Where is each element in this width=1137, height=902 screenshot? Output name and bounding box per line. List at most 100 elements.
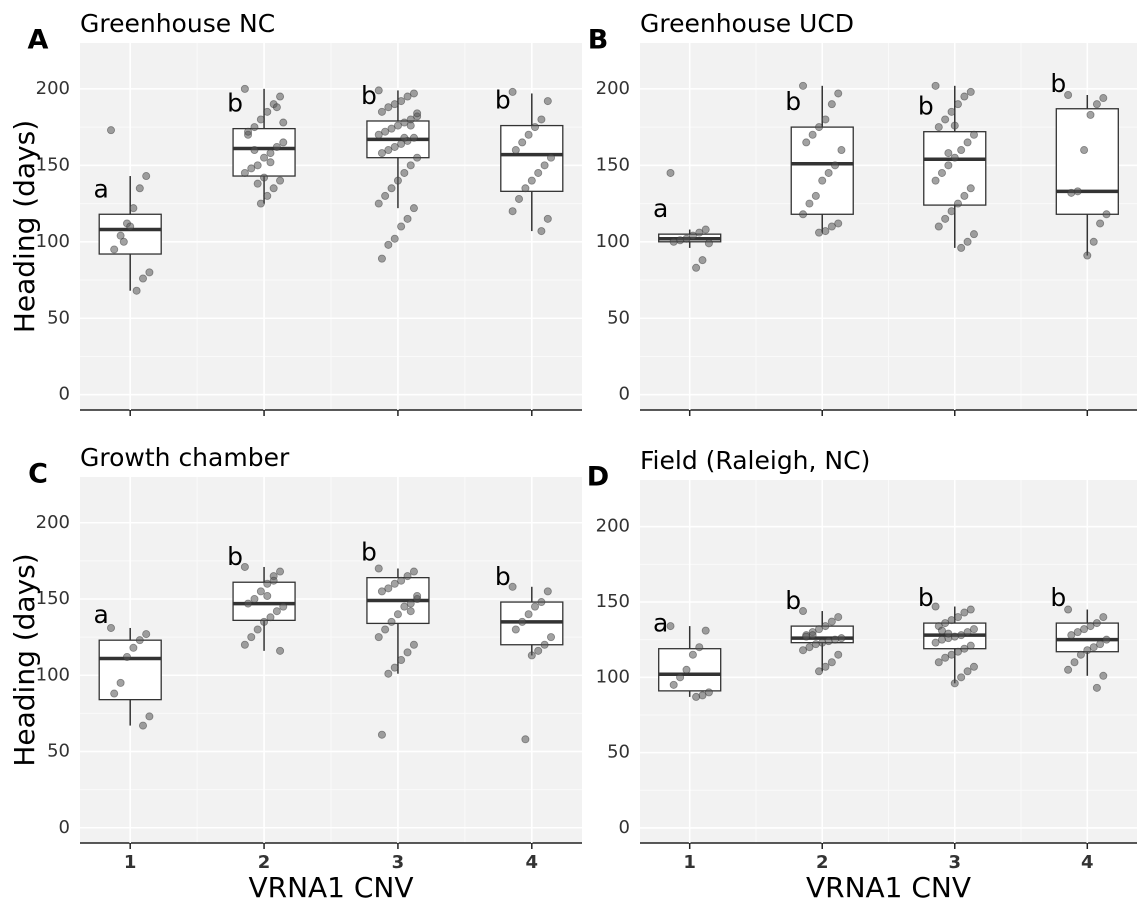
point (387, 617, 396, 626)
point (129, 204, 138, 213)
point (145, 712, 154, 721)
point (692, 692, 701, 701)
point (276, 567, 285, 576)
point (116, 231, 125, 240)
point (397, 576, 406, 585)
point (524, 610, 533, 619)
point (950, 679, 959, 688)
point (827, 222, 836, 231)
point (521, 184, 530, 193)
x-tick-label: 4 (1081, 852, 1094, 873)
point (960, 92, 969, 101)
point (1092, 683, 1101, 692)
point (969, 130, 978, 139)
point (247, 633, 256, 642)
point (834, 650, 843, 659)
significance-letter: b (495, 86, 511, 115)
significance-letter: a (94, 174, 109, 203)
y-tick-label: 150 (36, 588, 70, 609)
point (508, 582, 517, 591)
point (397, 97, 406, 106)
point (931, 602, 940, 611)
significance-letter: a (94, 600, 109, 629)
point (834, 219, 843, 228)
point (701, 626, 710, 635)
point (1064, 605, 1073, 614)
point (263, 191, 272, 200)
point (390, 579, 399, 588)
point (138, 274, 147, 283)
point (957, 673, 966, 682)
point (821, 115, 830, 124)
point (666, 168, 675, 177)
x-tick-label: 2 (816, 852, 829, 873)
point (695, 228, 704, 237)
point (1099, 94, 1108, 103)
point (947, 650, 956, 659)
point (253, 179, 262, 188)
significance-letter: b (495, 562, 511, 591)
significance-letter: b (918, 92, 934, 121)
point (381, 127, 390, 136)
point (390, 100, 399, 109)
point (682, 234, 691, 243)
point (377, 149, 386, 158)
point (695, 643, 704, 652)
point (969, 230, 978, 239)
point (944, 161, 953, 170)
point (374, 86, 383, 95)
point (831, 161, 840, 170)
point (397, 656, 406, 665)
point (119, 237, 128, 246)
point (669, 680, 678, 689)
point (387, 184, 396, 193)
point (953, 647, 962, 656)
point (953, 199, 962, 208)
point (244, 127, 253, 136)
point (413, 153, 422, 162)
point (808, 631, 817, 640)
point (953, 100, 962, 109)
point (941, 619, 950, 628)
point (269, 576, 278, 585)
point (1092, 619, 1101, 628)
point (688, 650, 697, 659)
point (837, 634, 846, 643)
point (374, 130, 383, 139)
y-tick-label: 150 (596, 591, 630, 612)
point (960, 191, 969, 200)
point (1086, 622, 1095, 631)
point (413, 109, 422, 118)
point (260, 617, 269, 626)
point (1099, 671, 1108, 680)
point (406, 161, 415, 170)
point (947, 107, 956, 116)
point (1096, 219, 1105, 228)
point (406, 607, 415, 616)
y-tick-label: 150 (36, 154, 70, 175)
point (1083, 251, 1092, 260)
x-tick-label: 1 (124, 852, 137, 873)
point (957, 243, 966, 252)
point (937, 626, 946, 635)
point (384, 240, 393, 249)
point (950, 121, 959, 130)
point (240, 640, 249, 649)
y-tick-label: 200 (596, 78, 630, 99)
point (384, 103, 393, 112)
x-tick-label: 3 (392, 852, 405, 873)
point (676, 236, 685, 245)
point (547, 153, 556, 162)
point (107, 623, 116, 632)
point (1096, 640, 1105, 649)
point (818, 638, 827, 647)
significance-letter: b (1050, 69, 1066, 98)
point (527, 176, 536, 185)
point (805, 199, 814, 208)
x-tick-label: 3 (949, 852, 962, 873)
point (701, 225, 710, 234)
point (669, 237, 678, 246)
point (263, 579, 272, 588)
box (232, 127, 296, 177)
y-tick-label: 50 (47, 307, 70, 328)
